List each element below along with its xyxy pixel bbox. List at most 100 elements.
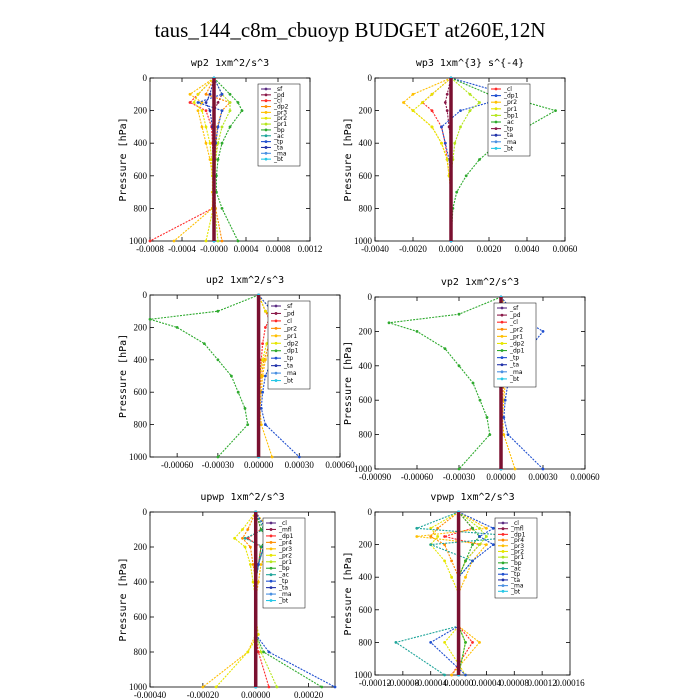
x-tick-label: 0.00004	[472, 678, 502, 688]
data-point	[267, 685, 271, 689]
data-point	[264, 374, 267, 378]
legend-marker	[494, 107, 498, 111]
legend-label: _dp1	[509, 348, 525, 355]
legend-marker	[264, 99, 268, 103]
data-point	[478, 398, 482, 402]
data-point	[257, 650, 260, 654]
data-point	[220, 207, 224, 210]
data-point	[430, 109, 434, 112]
legend-marker	[500, 320, 504, 324]
x-tick-label: -0.00008	[387, 678, 420, 688]
data-point	[478, 101, 481, 104]
y-tick-label: 200	[359, 326, 373, 336]
series-line-dp1	[149, 294, 259, 458]
data-point	[265, 342, 269, 345]
legend-marker	[501, 532, 505, 536]
legend-label: _pr1	[283, 333, 297, 340]
y-tick-label: 600	[359, 171, 373, 181]
data-point	[450, 575, 453, 579]
x-tick-label: 0.00000	[241, 690, 271, 700]
y-tick-label: 0	[368, 292, 373, 302]
legend-marker	[264, 87, 268, 91]
y-tick-label: 0	[368, 507, 373, 517]
legend-label: _ac	[273, 133, 284, 140]
x-tick-label: 0.00060	[325, 460, 355, 470]
y-tick-label: 1000	[129, 682, 148, 692]
data-point	[200, 109, 204, 112]
data-point	[457, 312, 461, 316]
data-point	[241, 528, 244, 531]
data-point	[297, 455, 301, 459]
data-point	[440, 125, 443, 129]
legend-box	[267, 300, 311, 390]
plot-frame	[374, 296, 586, 470]
data-point	[333, 685, 337, 689]
data-point	[502, 416, 506, 419]
y-axis-label: Pressure [hPa]	[343, 117, 354, 201]
data-point	[220, 92, 224, 96]
legend-label: _bp	[510, 560, 522, 567]
legend-label: _ma	[278, 591, 292, 598]
plot-frame	[149, 511, 336, 688]
data-point	[443, 641, 446, 644]
data-point	[188, 101, 192, 104]
data-point	[204, 125, 208, 129]
y-tick-label: 200	[359, 540, 373, 550]
data-point	[411, 92, 415, 96]
legend-label: _cl	[510, 520, 519, 527]
legend-label: _sf	[283, 303, 293, 310]
data-point	[243, 545, 247, 549]
data-point	[421, 101, 424, 104]
data-point	[488, 433, 492, 436]
x-tick-label: -0.00020	[187, 690, 220, 700]
data-point	[201, 685, 205, 689]
legend-marker	[269, 566, 273, 570]
series-line-bp	[458, 511, 481, 676]
data-point	[228, 92, 232, 96]
data-point	[172, 239, 176, 243]
data-point	[202, 342, 206, 345]
legend-marker	[500, 377, 504, 381]
y-tick-label: 400	[359, 572, 373, 582]
legend-label: _pd	[283, 310, 295, 317]
data-point	[196, 101, 200, 104]
y-tick-label: 1000	[354, 236, 373, 246]
legend-marker	[269, 560, 273, 564]
y-axis-label: Pressure [hPa]	[118, 117, 129, 201]
data-point	[208, 109, 212, 112]
legend-marker	[501, 521, 505, 525]
data-point	[259, 563, 263, 566]
data-point	[220, 141, 224, 145]
panel-title: up2 1xm^2/s^3	[206, 275, 284, 286]
legend-label: _ac	[510, 566, 521, 573]
y-tick-label: 600	[134, 387, 148, 397]
legend-marker	[501, 544, 505, 548]
data-point	[445, 92, 449, 96]
data-point	[506, 433, 510, 436]
y-tick-label: 400	[359, 361, 373, 371]
y-tick-label: 400	[134, 577, 148, 587]
y-tick-label: 200	[134, 322, 148, 332]
legend-marker	[274, 341, 278, 345]
data-point	[457, 364, 461, 368]
y-axis-label: Pressure [hPa]	[343, 341, 354, 425]
data-point	[471, 559, 474, 563]
x-tick-label: 0.00000	[244, 460, 274, 470]
x-tick-label: 0.00016	[555, 678, 585, 688]
data-point	[443, 673, 446, 677]
data-point	[443, 347, 447, 350]
x-tick-label: -0.0004	[168, 244, 196, 254]
data-point	[204, 141, 208, 145]
data-point	[415, 526, 419, 530]
x-tick-label: -0.0000	[200, 244, 228, 254]
data-point	[216, 125, 220, 129]
data-point	[216, 101, 220, 104]
data-point	[257, 633, 260, 636]
y-tick-label: 800	[134, 420, 148, 430]
y-tick-label: 400	[359, 138, 373, 148]
data-point	[148, 239, 152, 243]
legend-marker	[269, 592, 273, 596]
legend-label: _dp2	[283, 340, 299, 347]
y-axis-label: Pressure [hPa]	[118, 334, 129, 418]
data-point	[241, 536, 244, 540]
